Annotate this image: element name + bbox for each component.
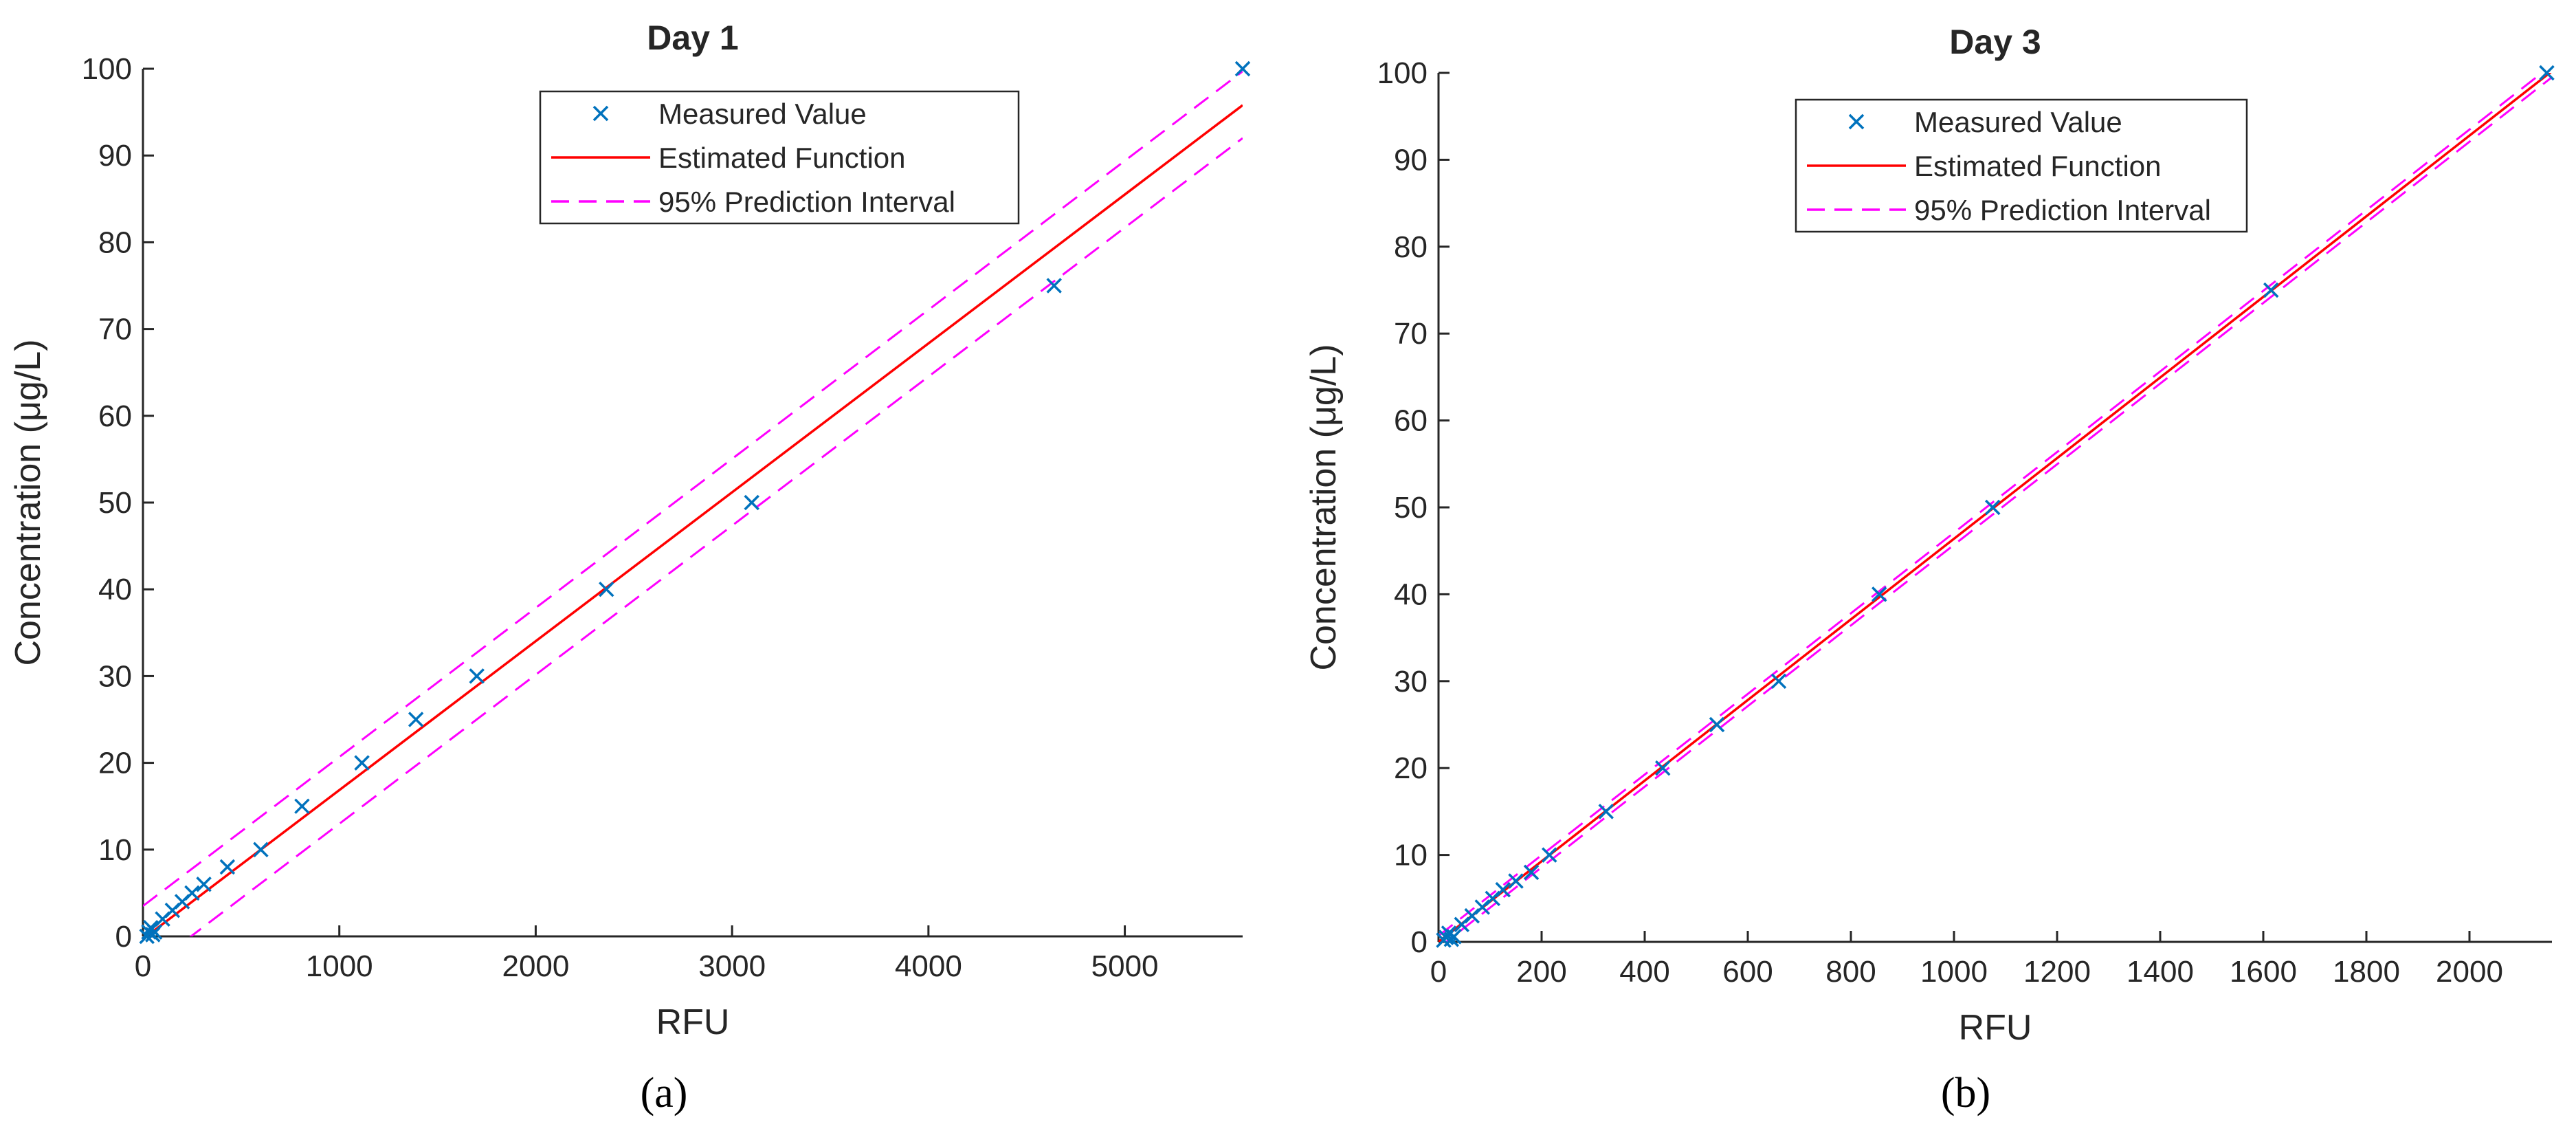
legend-label: Estimated Function bbox=[658, 142, 906, 174]
legend-entry-measured: Measured Value bbox=[592, 98, 867, 130]
measured-value-point bbox=[1542, 847, 1557, 863]
measured-value-point bbox=[1770, 673, 1787, 690]
measured-value-point bbox=[744, 494, 759, 511]
x-tick-label: 1600 bbox=[2230, 955, 2297, 989]
measured-value-point bbox=[1495, 881, 1511, 898]
x-tick-label: 1200 bbox=[2023, 955, 2091, 989]
y-tick-label: 80 bbox=[98, 226, 132, 259]
panel-label-b: (b) bbox=[1940, 1070, 1991, 1116]
measured-value-point bbox=[1985, 499, 2001, 516]
legend-entry-prediction: 95% Prediction Interval bbox=[551, 186, 955, 218]
legend-label: 95% Prediction Interval bbox=[1914, 194, 2211, 226]
x-axis-label: RFU bbox=[656, 1002, 730, 1042]
panel-label-a: (a) bbox=[640, 1070, 688, 1116]
x-tick-label: 600 bbox=[1722, 955, 1773, 989]
y-tick-label: 90 bbox=[98, 139, 132, 173]
legend-entry-prediction: 95% Prediction Interval bbox=[1807, 194, 2211, 226]
y-tick-label: 100 bbox=[1377, 56, 1428, 90]
x-tick-label: 400 bbox=[1619, 955, 1669, 989]
measured-value-point bbox=[1523, 864, 1540, 881]
measured-value-point bbox=[408, 712, 424, 727]
y-tick-label: 90 bbox=[1394, 143, 1428, 177]
estimated-function-line bbox=[1439, 73, 2552, 942]
y-tick-label: 40 bbox=[98, 573, 132, 606]
y-tick-label: 20 bbox=[98, 747, 132, 780]
measured-value-point bbox=[146, 924, 163, 940]
y-tick-label: 50 bbox=[1394, 491, 1428, 525]
y-tick-label: 70 bbox=[1394, 317, 1428, 351]
y-tick-label: 30 bbox=[98, 659, 132, 693]
measured-value-point bbox=[1655, 760, 1671, 776]
prediction-interval-upper-line bbox=[1439, 73, 2544, 937]
legend-entry-measured: Measured Value bbox=[1848, 106, 2122, 138]
x-tick-label: 5000 bbox=[1091, 949, 1159, 983]
prediction-interval-lower-line bbox=[1444, 76, 2552, 942]
x-tick-label: 1400 bbox=[2127, 955, 2194, 989]
legend-label: 95% Prediction Interval bbox=[658, 186, 955, 218]
measured-value-point bbox=[1709, 716, 1725, 733]
chart-title: Day 3 bbox=[1949, 23, 2041, 61]
x-tick-label: 200 bbox=[1516, 955, 1566, 989]
y-tick-label: 50 bbox=[98, 486, 132, 520]
measured-value-point bbox=[1446, 929, 1462, 945]
y-tick-label: 70 bbox=[98, 313, 132, 346]
y-tick-label: 30 bbox=[1394, 665, 1428, 698]
y-tick-label: 60 bbox=[1394, 404, 1428, 438]
y-tick-label: 100 bbox=[82, 52, 132, 86]
x-tick-label: 2000 bbox=[2436, 955, 2503, 989]
y-tick-label: 10 bbox=[1394, 839, 1428, 872]
legend-entry-estimated: Estimated Function bbox=[551, 142, 906, 174]
y-tick-label: 20 bbox=[1394, 751, 1428, 785]
x-tick-label: 800 bbox=[1825, 955, 1876, 989]
measured-value-point bbox=[1872, 586, 1887, 602]
x-tick-label: 3000 bbox=[698, 949, 766, 983]
x-tick-label: 1000 bbox=[306, 949, 373, 983]
measured-value-point bbox=[469, 668, 485, 684]
x-tick-label: 2000 bbox=[502, 949, 569, 983]
measured-value-point bbox=[219, 859, 236, 875]
legend-label: Measured Value bbox=[658, 98, 867, 130]
x-axis-label: RFU bbox=[1959, 1008, 2032, 1048]
measured-value-point bbox=[1046, 278, 1062, 294]
measured-value-point bbox=[1234, 60, 1251, 77]
measured-value-point bbox=[2263, 282, 2279, 298]
measured-value-point bbox=[2539, 65, 2555, 81]
x-tick-label: 1800 bbox=[2333, 955, 2400, 989]
legend-label: Estimated Function bbox=[1914, 150, 2162, 182]
x-tick-label: 0 bbox=[1430, 955, 1447, 989]
y-tick-label: 10 bbox=[98, 833, 132, 867]
estimated-function-line bbox=[144, 104, 1243, 936]
chart-title: Day 1 bbox=[647, 19, 738, 57]
y-axis-label: Concentration (μg/L) bbox=[1304, 344, 1344, 670]
measured-value-point bbox=[354, 755, 370, 771]
measured-value-point bbox=[253, 842, 269, 858]
legend: Measured Value Estimated Function 95% Pred… bbox=[1795, 98, 2248, 233]
prediction-interval-lower-line bbox=[189, 137, 1243, 936]
y-tick-label: 60 bbox=[98, 399, 132, 433]
measured-value-point bbox=[196, 877, 212, 892]
measured-value-point bbox=[294, 798, 310, 814]
measured-value-point bbox=[1598, 804, 1614, 820]
measured-value-point bbox=[184, 885, 200, 901]
y-axis-label: Concentration (μg/L) bbox=[8, 339, 48, 666]
y-tick-label: 40 bbox=[1394, 578, 1428, 611]
y-tick-label: 80 bbox=[1394, 230, 1428, 264]
legend-entry-estimated: Estimated Function bbox=[1807, 150, 2162, 182]
x-tick-label: 1000 bbox=[1920, 955, 1988, 989]
legend-label: Measured Value bbox=[1914, 106, 2122, 138]
y-tick-label: 0 bbox=[1411, 925, 1428, 959]
x-tick-label: 0 bbox=[135, 949, 151, 983]
measured-value-point bbox=[599, 581, 614, 597]
y-tick-label: 0 bbox=[115, 920, 132, 954]
legend: Measured Value Estimated Function 95% Pred… bbox=[539, 90, 1020, 225]
measured-value-point bbox=[1508, 873, 1524, 889]
x-tick-label: 4000 bbox=[895, 949, 962, 983]
prediction-interval-upper-line bbox=[143, 70, 1243, 908]
